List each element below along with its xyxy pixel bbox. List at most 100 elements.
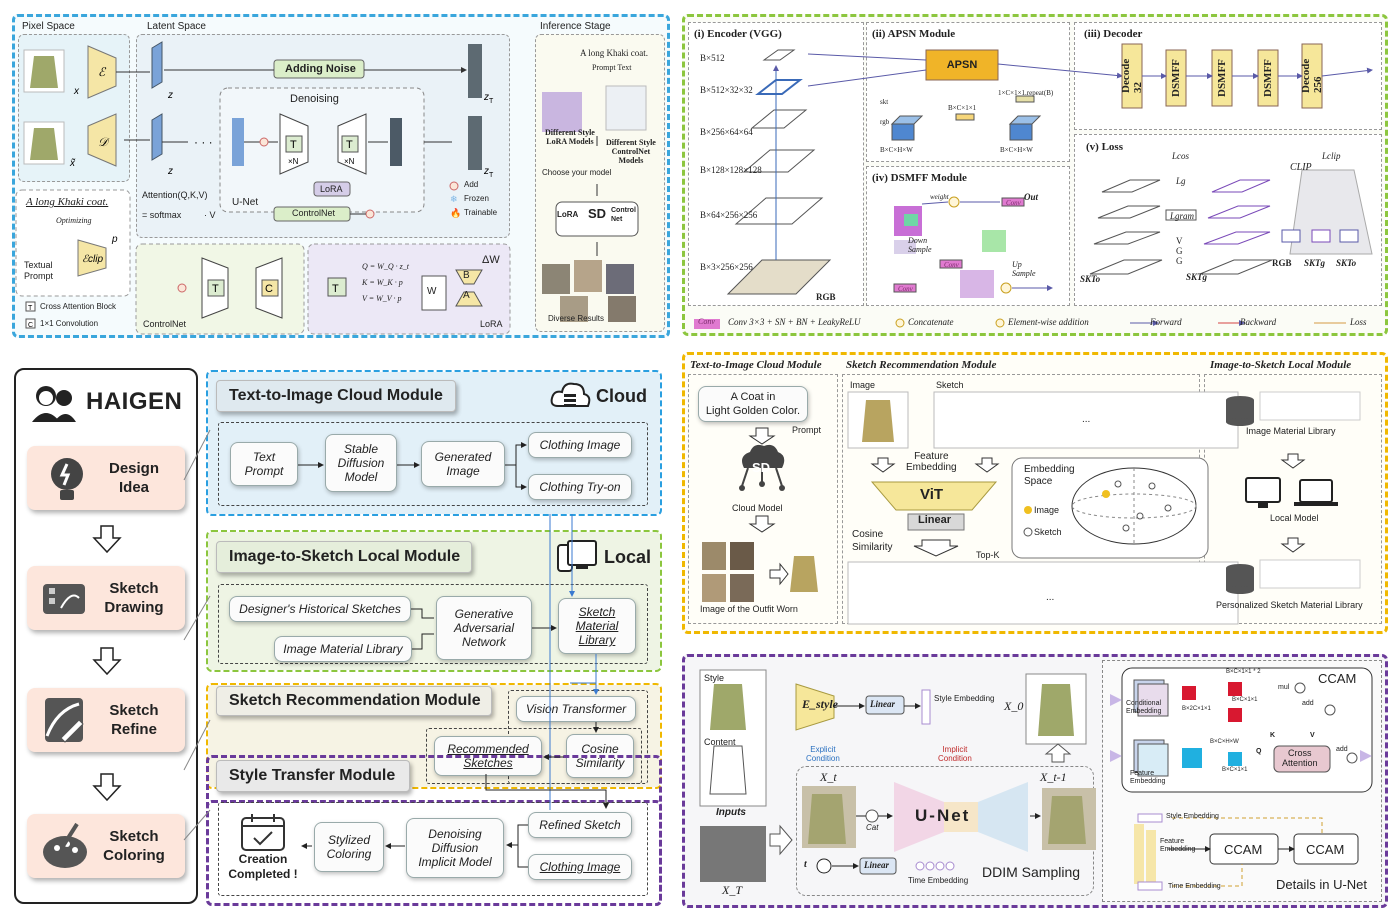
rgb-label: RGB [816,292,836,302]
legend-conv-chip: Conv [698,317,715,326]
bchw-left: B×C×H×W [880,146,913,154]
legend-loss-text: Loss [1350,317,1367,327]
size-label-2: B×256×64×64 [700,127,753,137]
d-xt1-label: X_t-1 [1040,770,1067,784]
lora-w: W [427,286,437,297]
c-dots-bottom: ... [1046,592,1055,603]
vision-transformer-box: Vision Transformer [516,696,636,722]
d-xT-label: X_T [722,883,743,897]
loss-rgb-label: RGB [1272,258,1292,268]
c-t2i-region [688,374,838,624]
c-legend-image: Image [1034,505,1060,515]
i2s-inner-region [218,584,648,664]
vgg-label: V G G [1176,236,1183,266]
size-label-4: B×64×256×256 [700,210,758,220]
inference-label: Inference Stage [540,21,611,32]
conv-chip-3: Conv [1006,199,1021,207]
arrow-down-icon [92,525,122,554]
dsmff-block-1: DSMFF [1170,59,1182,97]
devices-icon [557,540,597,572]
t2i-inner-region [218,422,648,506]
sidebar-connectors [183,429,211,841]
d-explicit-label: Explicit Condition [806,745,840,763]
svg-text:T: T [489,172,494,179]
creation-completed-label: Creation Completed ! [228,852,298,881]
svg-text:C: C [28,322,33,329]
apsn-block: APSN [946,59,978,71]
d-q-label: Q [1256,748,1262,755]
arrow-down-icon [92,647,122,676]
encoder-title: (i) Encoder (VGG) [694,28,782,40]
clothing-image-box-2: Clothing Image [528,854,632,880]
caption-text: A long Khaki coat. [26,196,109,208]
d-time-emb2-label: Time Embedding [1168,883,1221,890]
svg-text:z: z [483,166,489,177]
c-psml-label: Personalized Sketch Material Library [1216,600,1363,610]
legend-add-text: Element-wise addition [1008,317,1089,327]
adding-noise-label: Adding Noise [285,63,356,75]
svg-text:p: p [111,234,118,245]
repeat-label: 1×C×1×1.repeat(B) [998,89,1054,97]
softmax-text: = softmax [142,210,182,220]
svg-text:z: z [483,92,489,103]
c-t2i-title: Text-to-Image Cloud Module [690,359,822,371]
svg-text:𝒟: 𝒟 [98,135,110,149]
step-sketch-coloring[interactable]: Sketch Coloring [27,814,185,878]
c-prompt-box: A Coat in Light Golden Color. [698,386,808,422]
controlnet-model-chip[interactable]: Control Net [611,207,636,223]
c-vit-label: ViT [920,486,944,503]
d-v-label: V [1310,732,1315,739]
legend-conv11: 1×1 Convolution [40,319,99,328]
lora-model-chip[interactable]: LoRA [557,210,579,219]
c-outfit-label: Image of the Outfit Worn [700,604,798,614]
softmax-v: · V [204,210,216,220]
c-cosine-label: Cosine Similarity [852,529,893,553]
d-dim-3: B×C×1×1 [1232,697,1258,703]
refined-sketch-box: Refined Sketch [528,812,632,838]
sketch-material-library-box: Sketch Material Library [558,598,636,654]
step-label-design-idea: Design Idea [108,460,159,496]
d-x0-label: X_0 [1004,699,1024,713]
step-sketch-refine[interactable]: Sketch Refine [27,688,185,752]
skt-label: skt [880,98,889,106]
module-connectors [298,442,609,868]
palette-icon [43,822,87,868]
rec-module-header: Sketch Recommendation Module [216,686,492,716]
lora-sub-title: LoRA [480,319,503,329]
d-cat-label: Cat [866,823,879,832]
lora-a: A [463,290,470,301]
d-dim-5: B×C×1×1 [1222,767,1248,773]
size-label-3: B×128×128×128 [700,165,762,175]
step-design-idea[interactable]: Design Idea [27,446,185,510]
d-ddim-label: DDIM Sampling [982,864,1081,880]
sd-model-chip[interactable]: SD [588,206,607,221]
d-cond-emb-label: Conditional Embedding [1126,700,1162,715]
d-dim-2: B×2C×1×1 [1182,706,1211,712]
d-style-label: Style [704,673,725,683]
loss-skto-label: SKTo [1336,258,1357,268]
cloud-icon [550,382,591,407]
local-label: Local [604,547,652,567]
step-sketch-drawing[interactable]: Sketch Drawing [27,566,185,630]
panel-d-drawing [699,667,1373,891]
c-dots-top: ... [1082,414,1091,425]
d-linear-bottom: Linear [864,860,890,870]
bchw-right: B×C×H×W [1000,146,1033,154]
arrow-down-icon [92,773,122,802]
legend-backward-text: Backward [1240,317,1277,327]
c-emb-space-label: Embedding Space [1024,464,1075,487]
c-feature-embedding-label: Feature Embedding [906,451,957,473]
t2i-module-frame [206,370,662,516]
text-prompt-box: Text Prompt [230,442,298,486]
c-sketch-label: Sketch [936,380,964,390]
loss-title: (v) Loss [1086,141,1123,153]
lora-pill-label: LoRA [320,184,343,194]
d-t-label: t [804,859,807,870]
c-local-model-label: Local Model [1270,513,1319,523]
designer-icon [32,386,76,422]
clip-label: CLIP [1290,162,1312,173]
svg-text:×N: ×N [344,157,355,166]
eq-q: Q = W_Q · z_t [362,262,409,271]
